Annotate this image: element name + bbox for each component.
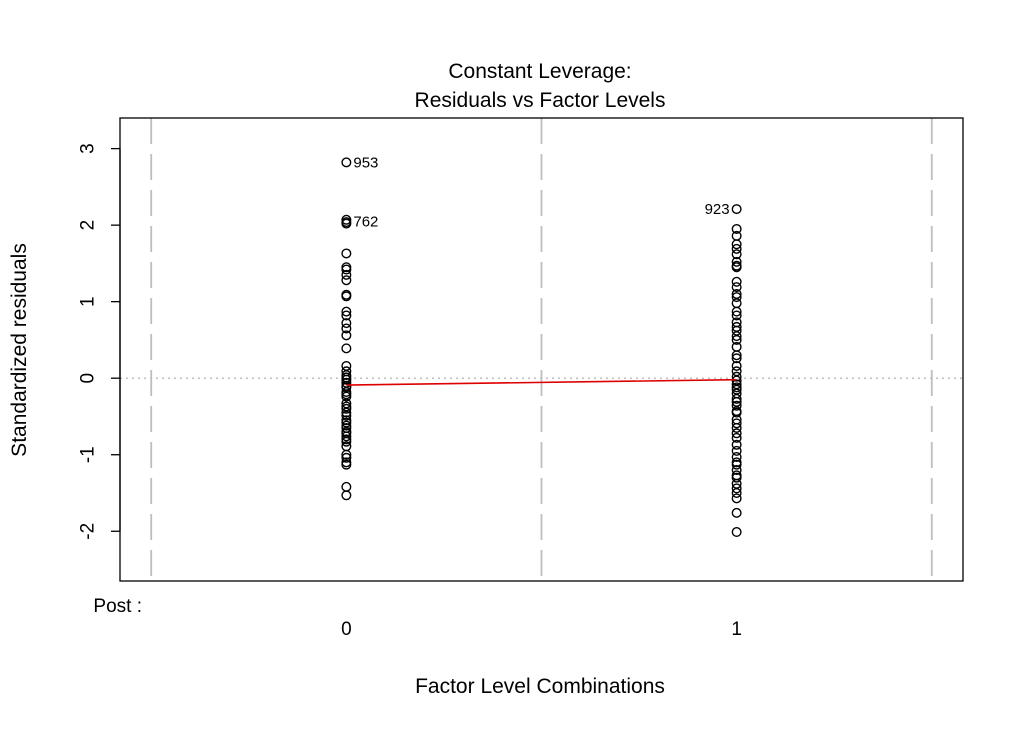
residual-point: [731, 262, 742, 273]
residual-point: [341, 275, 352, 286]
residual-point: [731, 527, 742, 538]
chart-subtitle: Residuals vs Factor Levels: [415, 89, 666, 112]
residual-point: [731, 353, 742, 364]
residual-point: [341, 431, 352, 442]
residual-point: [731, 452, 742, 463]
residual-point: [731, 282, 742, 293]
residual-point: [731, 204, 742, 215]
y-tick-label: 0: [78, 373, 99, 384]
residual-point: [341, 452, 352, 463]
residual-point: [341, 157, 352, 168]
residual-point: [341, 481, 352, 492]
residual-point: [341, 306, 352, 317]
residual-point: [731, 360, 742, 371]
residual-point: [731, 459, 742, 470]
residual-point: [341, 218, 352, 229]
residual-point: [731, 472, 742, 483]
residual-point: [341, 330, 352, 341]
residual-point: [731, 306, 742, 317]
factor-name-label: Post :: [93, 596, 142, 617]
residual-point: [341, 391, 352, 402]
point-annotation-label: 762: [353, 213, 378, 230]
residual-point: [731, 331, 742, 342]
residual-point: [731, 428, 742, 439]
point-annotation-label: 953: [353, 154, 378, 171]
residual-point: [731, 507, 742, 518]
residual-point: [341, 449, 352, 460]
chart-title: Constant Leverage:: [448, 60, 631, 83]
residual-point: [731, 334, 742, 345]
residual-point: [731, 223, 742, 234]
residual-point: [731, 483, 742, 494]
residual-point: [341, 459, 352, 470]
residual-point: [731, 407, 742, 418]
residual-point: [731, 243, 742, 254]
residual-point: [731, 493, 742, 504]
residual-point: [341, 490, 352, 501]
residual-point: [341, 323, 352, 334]
y-tick-label: -1: [78, 446, 99, 463]
residual-point: [341, 291, 352, 302]
y-tick-label: 1: [78, 296, 99, 307]
residual-point: [731, 465, 742, 476]
residual-point: [731, 422, 742, 433]
y-axis-label: Standardized residuals: [8, 243, 31, 457]
residual-point: [341, 343, 352, 354]
residual-point: [731, 292, 742, 303]
residual-point: [731, 418, 742, 429]
residual-point: [731, 298, 742, 309]
residual-point: [341, 407, 352, 418]
residual-point: [341, 374, 352, 385]
residual-point: [341, 436, 352, 447]
residual-point: [731, 400, 742, 411]
residual-point: [341, 310, 352, 321]
residual-point: [731, 432, 742, 443]
x-tick-label: 0: [341, 619, 352, 640]
vertical-guide-lines: [150, 118, 933, 581]
residual-point: [731, 310, 742, 321]
residual-point: [731, 393, 742, 404]
residual-points: [341, 157, 742, 538]
y-tick-label: 3: [78, 143, 99, 154]
residual-point: [731, 276, 742, 287]
y-tick-label: 2: [78, 220, 99, 231]
residual-point: [341, 403, 352, 414]
residual-point: [341, 269, 352, 280]
residual-point: [341, 318, 352, 329]
y-axis: -2 -1 0 1 2 3: [78, 143, 121, 540]
residual-point: [731, 350, 742, 361]
residual-point: [341, 410, 352, 421]
smoothed-trend-line: [346, 378, 737, 386]
point-annotations: 953 762 923: [353, 154, 729, 230]
residual-point: [731, 239, 742, 250]
residual-point: [731, 371, 742, 382]
x-axis-label: Factor Level Combinations: [415, 675, 665, 698]
y-tick-label: -2: [78, 523, 99, 540]
residual-point: [341, 264, 352, 275]
x-tick-label: 1: [731, 619, 742, 640]
residual-point: [731, 439, 742, 450]
point-annotation-label: 923: [705, 201, 730, 218]
residual-point: [731, 249, 742, 260]
residual-point: [731, 487, 742, 498]
residual-point: [731, 256, 742, 267]
residual-point: [341, 248, 352, 259]
residual-point: [731, 445, 742, 456]
